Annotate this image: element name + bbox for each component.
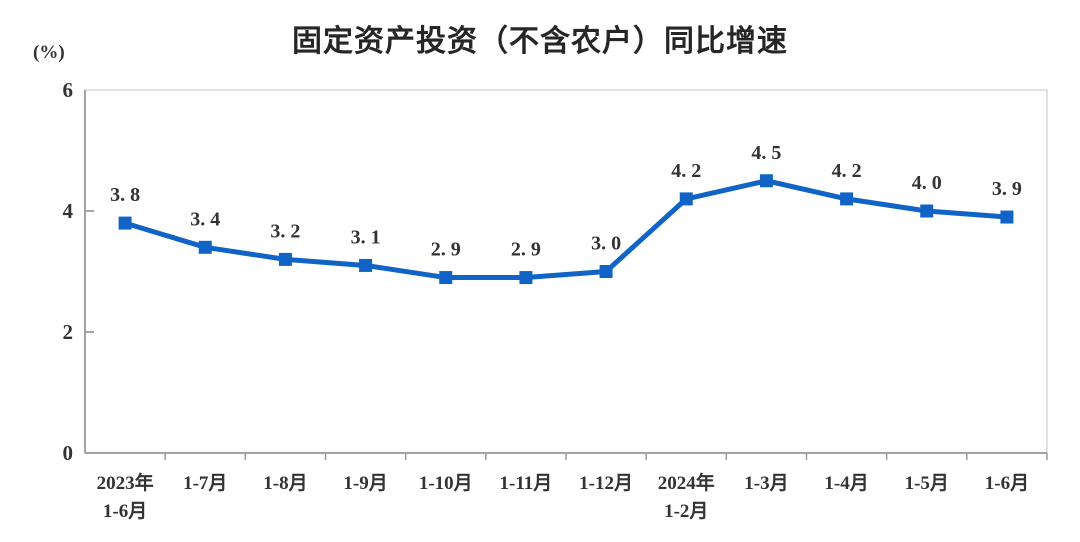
x-tick-label: 1-9月 (343, 473, 387, 494)
data-point-marker (198, 240, 212, 254)
x-tick-label: 1-12月 (579, 473, 633, 494)
data-point-marker (1000, 210, 1014, 224)
x-tick-label: 2024年 (658, 471, 715, 494)
data-point-marker (840, 192, 854, 206)
data-point-label: 3. 9 (992, 178, 1022, 200)
data-point-label: 4. 2 (832, 160, 862, 182)
chart-title: 固定资产投资（不含农户）同比增速 (292, 25, 788, 58)
data-point-marker (679, 192, 693, 206)
x-tick-label: 1-10月 (419, 473, 473, 494)
data-point-marker (599, 265, 613, 278)
data-point-label: 3. 2 (270, 220, 300, 242)
data-line (122, 178, 1010, 281)
x-tick-label: 1-6月 (985, 473, 1029, 494)
x-tick-label: 1-11月 (500, 473, 553, 494)
data-point-label: 3. 0 (591, 233, 621, 255)
data-point-label: 2. 9 (431, 239, 461, 261)
data-point-label: 3. 1 (351, 226, 381, 248)
data-point-label: 3. 8 (110, 184, 140, 206)
data-point-label: 3. 4 (190, 208, 220, 230)
x-tick-label: 2023年 (97, 471, 154, 494)
x-tick-label: 1-7月 (183, 473, 227, 494)
y-tick-label: 6 (63, 78, 74, 102)
x-tick-label: 1-6月 (103, 501, 147, 522)
x-tick-label: 1-5月 (905, 473, 949, 494)
data-point-marker (920, 204, 934, 218)
x-tick-label: 1-3月 (744, 473, 788, 494)
plot-border (84, 89, 1048, 454)
data-point-label: 2. 9 (511, 239, 541, 261)
data-point-marker (118, 216, 132, 230)
x-tick-label: 1-4月 (824, 473, 868, 494)
data-point-label: 4. 5 (751, 142, 781, 164)
data-point-label: 4. 0 (912, 172, 942, 194)
data-point-marker (278, 252, 292, 266)
data-point-label: 4. 2 (671, 160, 701, 182)
data-point-marker (759, 174, 773, 188)
x-tick-label: 1-8月 (263, 473, 307, 494)
data-point-marker (359, 258, 373, 272)
y-axis-unit-label: (%) (33, 42, 65, 63)
x-tick-label: 1-2月 (664, 501, 708, 522)
data-point-marker (439, 271, 453, 285)
y-tick-label: 0 (63, 441, 74, 465)
y-tick-label: 2 (63, 320, 74, 344)
y-tick-label: 4 (63, 199, 74, 223)
data-point-marker (519, 271, 533, 285)
